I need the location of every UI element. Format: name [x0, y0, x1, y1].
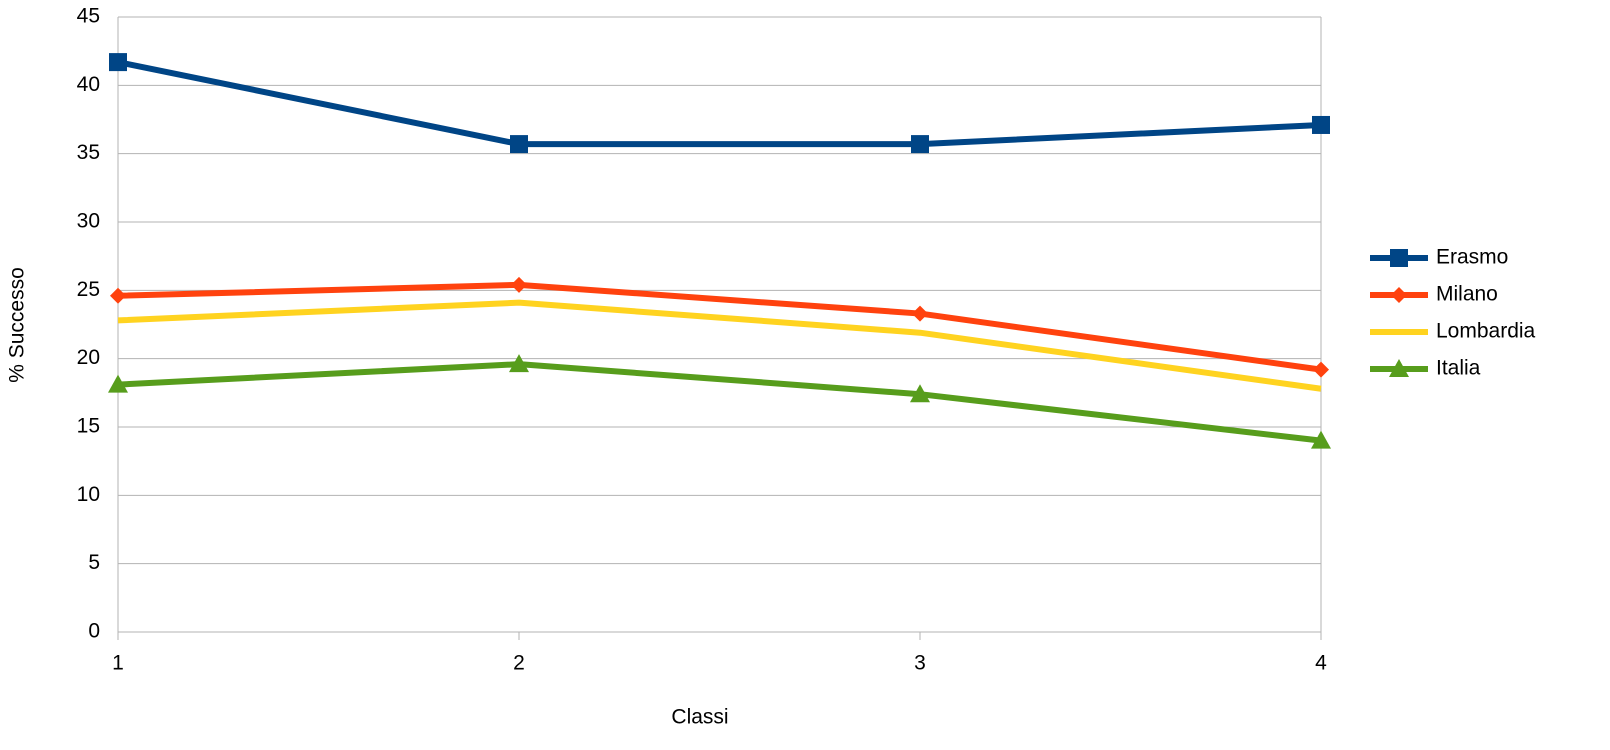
x-tick-label: 2	[513, 652, 525, 675]
legend-marker	[1389, 359, 1409, 377]
legend-marker	[1391, 287, 1407, 303]
legend-label: Italia	[1436, 357, 1481, 380]
data-point	[1313, 361, 1329, 378]
y-tick-label: 30	[77, 210, 100, 233]
x-tick-label: 3	[914, 652, 926, 675]
series-line	[117, 361, 1322, 444]
data-point	[509, 354, 529, 373]
y-tick-label: 35	[77, 141, 100, 164]
data-point	[510, 135, 528, 154]
data-point	[910, 384, 930, 403]
y-tick-label: 15	[77, 415, 100, 438]
data-point	[1311, 430, 1331, 449]
data-point	[108, 374, 128, 393]
x-tick-label: 1	[112, 652, 124, 675]
series-line	[117, 299, 1322, 392]
legend-marker	[1390, 249, 1408, 267]
data-point	[1312, 115, 1330, 134]
legend-label: Erasmo	[1436, 246, 1508, 269]
data-point	[511, 276, 527, 293]
y-tick-label: 25	[77, 278, 100, 301]
data-point	[110, 287, 126, 304]
legend-label: Lombardia	[1436, 320, 1536, 343]
data-point	[911, 135, 929, 154]
x-tick-label: 4	[1315, 652, 1327, 675]
y-tick-label: 40	[77, 73, 100, 96]
series-line	[117, 281, 1322, 373]
y-tick-label: 10	[77, 483, 100, 506]
y-tick-label: 0	[88, 620, 100, 643]
series-line	[117, 59, 1322, 148]
y-tick-label: 45	[77, 5, 100, 28]
y-tick-label: 5	[88, 551, 100, 574]
y-axis-label: % Successo	[6, 267, 29, 383]
data-point	[109, 53, 127, 72]
x-axis-label: Classi	[671, 706, 728, 729]
y-tick-label: 20	[77, 346, 100, 369]
legend-label: Milano	[1436, 283, 1498, 306]
data-point	[912, 305, 928, 322]
